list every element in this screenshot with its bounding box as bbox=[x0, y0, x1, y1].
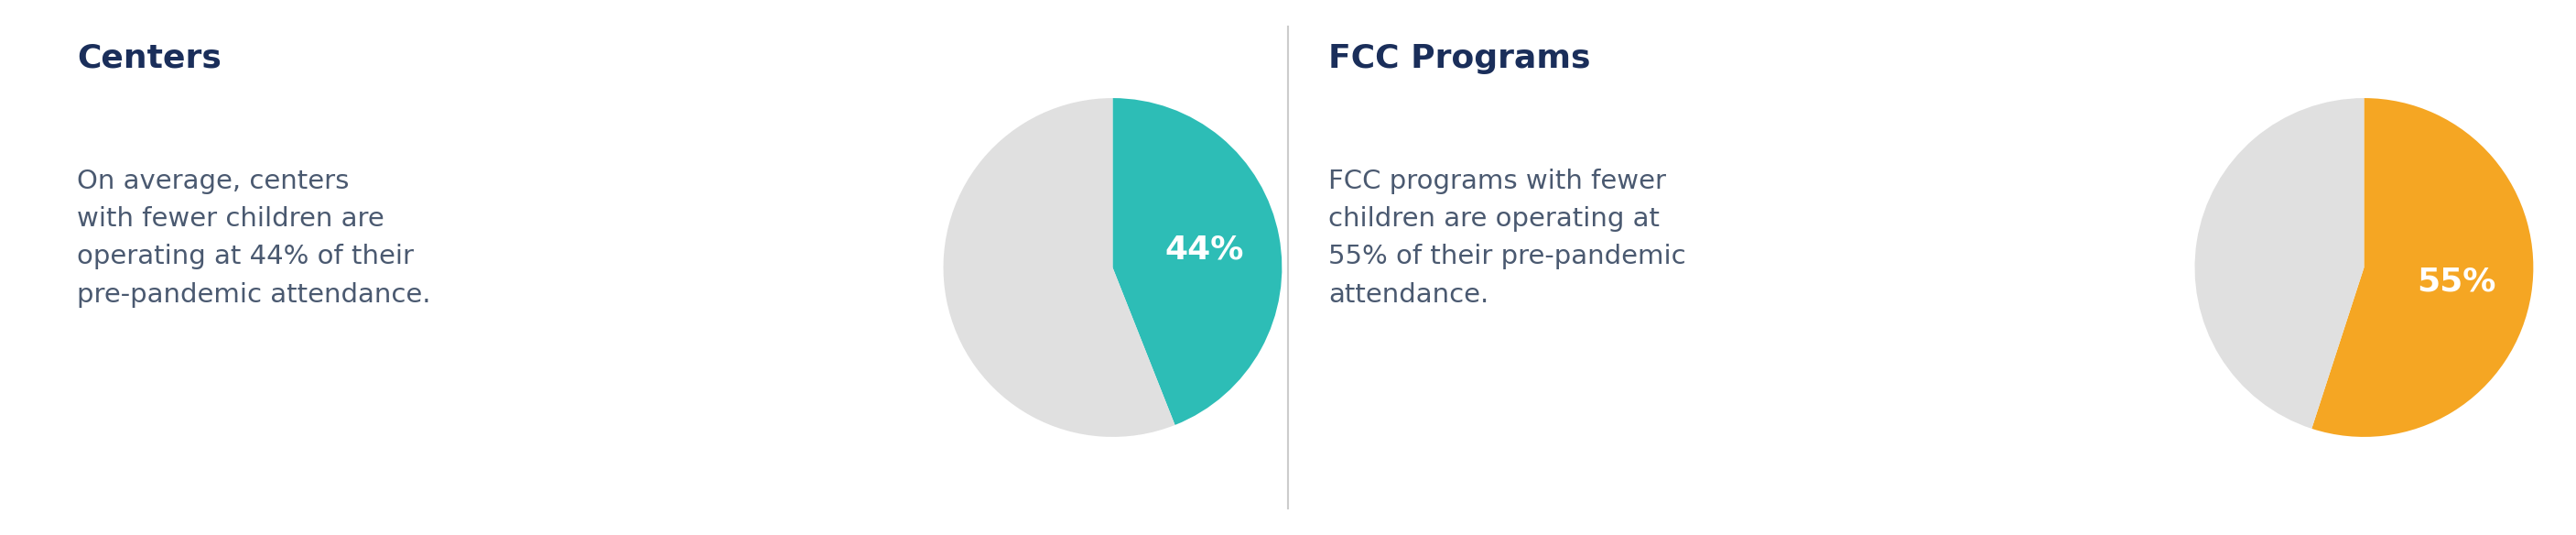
Wedge shape bbox=[2311, 98, 2532, 437]
Wedge shape bbox=[1113, 98, 1283, 425]
Text: Centers: Centers bbox=[77, 43, 222, 74]
Text: 55%: 55% bbox=[2416, 266, 2496, 297]
Wedge shape bbox=[943, 98, 1175, 437]
Text: On average, centers
with fewer children are
operating at 44% of their
pre-pandem: On average, centers with fewer children … bbox=[77, 169, 430, 308]
Wedge shape bbox=[2195, 98, 2365, 429]
Text: 44%: 44% bbox=[1164, 234, 1244, 265]
Text: FCC programs with fewer
children are operating at
55% of their pre-pandemic
atte: FCC programs with fewer children are ope… bbox=[1329, 169, 1687, 308]
Text: FCC Programs: FCC Programs bbox=[1329, 43, 1592, 74]
